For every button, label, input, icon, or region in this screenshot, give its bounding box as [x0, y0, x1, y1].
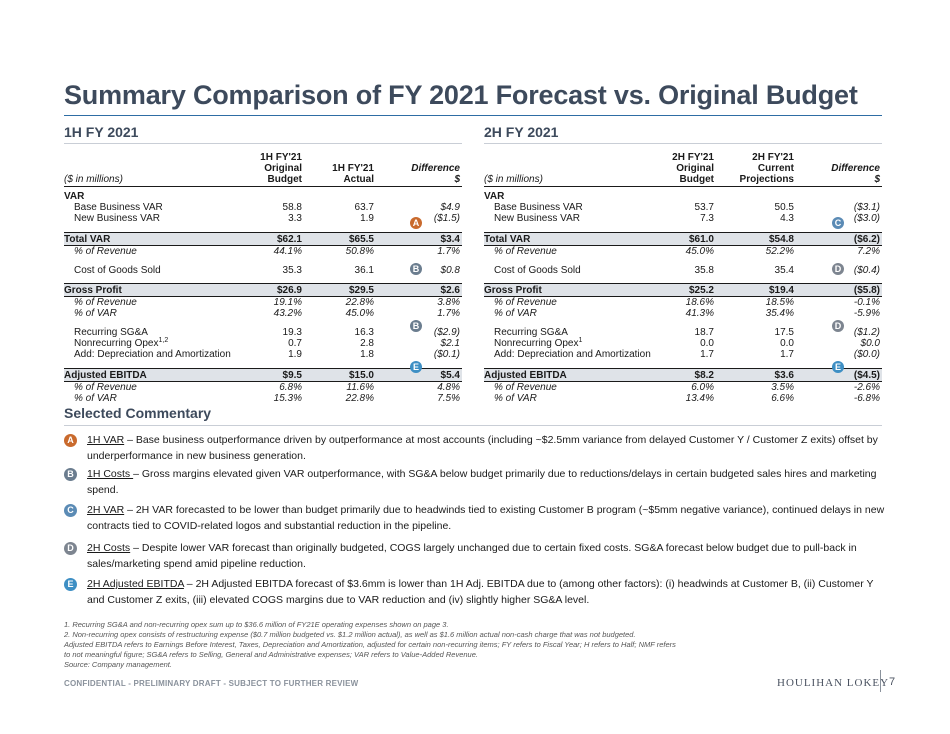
commentary-divider [64, 425, 882, 426]
badge-e-icon: E [64, 578, 77, 591]
table-row: % of VAR 41.3% 35.4% -5.9% [494, 308, 880, 319]
badge-e-icon: E [832, 361, 844, 373]
badge-b-icon: B [64, 468, 77, 481]
badge-d-icon: D [832, 320, 844, 332]
table-row: Cost of Goods Sold 35.8 35.4 ($0.4) [494, 264, 880, 276]
badge-a-icon: A [64, 434, 77, 447]
table-row: % of Revenue 6.0% 3.5% -2.6% [494, 381, 880, 393]
table-row: Nonrecurring Opex1,2 0.7 2.8 $2.1 [74, 337, 460, 349]
table-row: Base Business VAR 53.7 50.5 ($3.1) [494, 202, 880, 213]
commentary-item: 2H VAR – 2H VAR forecasted to be lower t… [87, 504, 885, 532]
total-row: Adjusted EBITDA $8.2 $3.6 ($4.5) [484, 367, 882, 382]
commentary-item: 1H VAR – Base business outperformance dr… [87, 434, 878, 462]
col-header-projections: 2H FY'21 Current Projections [716, 152, 796, 187]
table-row: Base Business VAR 58.8 63.7 $4.9 [74, 202, 460, 213]
h1-divider [64, 143, 462, 144]
table-row: New Business VAR 7.3 4.3 ($3.0) [494, 213, 880, 224]
confidential-notice: CONFIDENTIAL - PRELIMINARY DRAFT - SUBJE… [64, 679, 359, 688]
table-row: New Business VAR 3.3 1.9 ($1.5) [74, 213, 460, 224]
col-header-actual: 1H FY'21 Actual [304, 152, 376, 187]
total-row: Total VAR $61.0 $54.8 ($6.2) [484, 231, 882, 246]
total-row: Gross Profit $25.2 $19.4 ($5.8) [484, 283, 882, 297]
brand-logo: HOULIHAN LOKEY [777, 677, 890, 689]
badge-d-icon: D [832, 263, 844, 275]
page-title: Summary Comparison of FY 2021 Forecast v… [64, 80, 858, 110]
col-header-difference: Difference $ [796, 152, 882, 187]
table-header-row: ($ in millions) 2H FY'21 Original Budget 2… [484, 152, 882, 187]
units-label: ($ in millions) [64, 152, 234, 187]
commentary-item: 2H Costs – Despite lower VAR forecast th… [87, 542, 857, 570]
footnote: 1. Recurring SG&A and non-recurring opex… [64, 620, 449, 629]
footnote: 2. Non-recurring opex consists of restru… [64, 630, 636, 639]
badge-d-icon: D [64, 542, 77, 555]
h1-table: ($ in millions) 1H FY'21 Original Budget 1… [64, 152, 462, 404]
badge-b-icon: B [410, 320, 422, 332]
table-row: Nonrecurring Opex1 0.0 0.0 $0.0 [494, 337, 880, 349]
table-row: % of Revenue 44.1% 50.8% 1.7% [74, 245, 460, 257]
table-header-row: ($ in millions) 1H FY'21 Original Budget 1… [64, 152, 462, 187]
table-row: % of Revenue 19.1% 22.8% 3.8% [74, 297, 460, 308]
footnote: Source: Company management. [64, 660, 172, 669]
h2-divider [484, 143, 882, 144]
table-row: % of Revenue 45.0% 52.2% 7.2% [494, 245, 880, 257]
col-header-budget: 2H FY'21 Original Budget [654, 152, 716, 187]
total-row: Total VAR $62.1 $65.5 $3.4 [64, 231, 462, 246]
h1-heading: 1H FY 2021 [64, 124, 139, 140]
table-row: Recurring SG&A 18.7 17.5 ($1.2) [494, 327, 880, 338]
total-row: Adjusted EBITDA $9.5 $15.0 $5.4 [64, 367, 462, 382]
table-row: % of VAR 15.3% 22.8% 7.5% [74, 392, 460, 404]
table-row: Recurring SG&A 19.3 16.3 ($2.9) [74, 327, 460, 338]
commentary-item: 2H Adjusted EBITDA – 2H Adjusted EBITDA … [87, 578, 874, 606]
footnotes: 1. Recurring SG&A and non-recurring opex… [64, 620, 824, 670]
table-row: % of Revenue 6.8% 11.6% 4.8% [74, 381, 460, 393]
page-number: 7 [889, 676, 896, 688]
badge-b-icon: B [410, 263, 422, 275]
table-row: Cost of Goods Sold 35.3 36.1 $0.8 [74, 264, 460, 276]
units-label: ($ in millions) [484, 152, 654, 187]
footnote: to not meaningful figure; SG&A refers to… [64, 650, 478, 659]
badge-e-icon: E [410, 361, 422, 373]
table-row: VAR [484, 191, 505, 202]
total-row: Gross Profit $26.9 $29.5 $2.6 [64, 283, 462, 297]
table-row: Add: Depreciation and Amortization 1.9 1.8… [74, 349, 460, 360]
footer-divider [880, 670, 881, 692]
footnote: Adjusted EBITDA refers to Earnings Befor… [64, 640, 676, 649]
commentary-heading: Selected Commentary [64, 405, 212, 421]
badge-a-icon: A [410, 217, 422, 229]
col-header-budget: 1H FY'21 Original Budget [234, 152, 304, 187]
badge-c-icon: C [64, 504, 77, 517]
table-row: % of VAR 13.4% 6.6% -6.8% [494, 392, 880, 404]
table-row: Add: Depreciation and Amortization 1.7 1.7… [494, 349, 880, 360]
table-row: VAR [64, 191, 85, 202]
commentary-item: 1H Costs – Gross margins elevated given … [87, 468, 877, 496]
col-header-difference: Difference $ [376, 152, 462, 187]
title-divider [64, 115, 882, 116]
table-row: % of Revenue 18.6% 18.5% -0.1% [494, 297, 880, 308]
badge-c-icon: C [832, 217, 844, 229]
h2-table: ($ in millions) 2H FY'21 Original Budget 2… [484, 152, 882, 404]
table-row: % of VAR 43.2% 45.0% 1.7% [74, 308, 460, 319]
h2-heading: 2H FY 2021 [484, 124, 559, 140]
